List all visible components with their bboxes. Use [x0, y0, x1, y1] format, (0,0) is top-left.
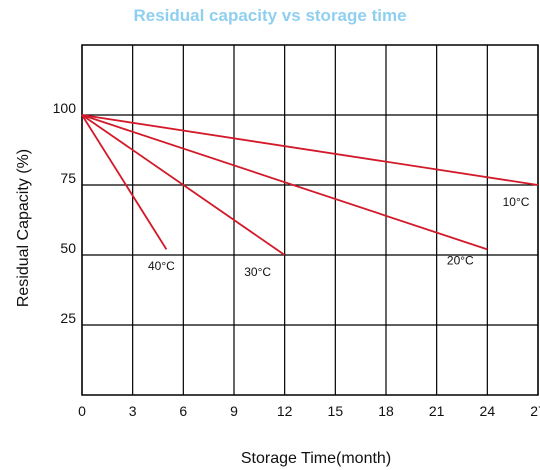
- series-lines: [81, 114, 539, 256]
- series-label: 20°C: [447, 254, 474, 268]
- x-tick-label: 24: [480, 403, 496, 419]
- y-tick-label: 75: [60, 170, 76, 186]
- series-label: 30°C: [244, 265, 271, 279]
- y-tick-label: 100: [53, 100, 77, 116]
- x-tick-label: 6: [179, 403, 187, 419]
- x-tick-label: 3: [129, 403, 137, 419]
- chart-title: Residual capacity vs storage time: [133, 6, 407, 25]
- series-label: 10°C: [503, 195, 530, 209]
- y-tick-label: 50: [60, 240, 76, 256]
- series-label: 40°C: [148, 259, 175, 273]
- series-line: [81, 114, 488, 251]
- plot-frame: [81, 44, 539, 396]
- y-axis-label: Residual Capacity (%): [15, 149, 32, 307]
- x-tick-label: 12: [277, 403, 293, 419]
- series-line: [81, 114, 539, 186]
- x-tick-label: 15: [328, 403, 344, 419]
- series-labels: 10°C 20°C 30°C 40°C: [148, 195, 530, 279]
- x-tick-label: 9: [230, 403, 238, 419]
- x-tick-label: 0: [78, 403, 86, 419]
- grid: [81, 44, 539, 396]
- y-tick-label: 25: [60, 310, 76, 326]
- x-axis-label: Storage Time(month): [241, 450, 391, 467]
- tick-labels: 0 3 6 9 12 15 18 21 24 27 100 75 50 25: [53, 100, 540, 419]
- series-line: [81, 114, 168, 250]
- x-tick-label: 18: [378, 403, 394, 419]
- x-tick-label: 21: [429, 403, 445, 419]
- series-line: [81, 114, 286, 256]
- x-tick-label: 27: [530, 403, 540, 419]
